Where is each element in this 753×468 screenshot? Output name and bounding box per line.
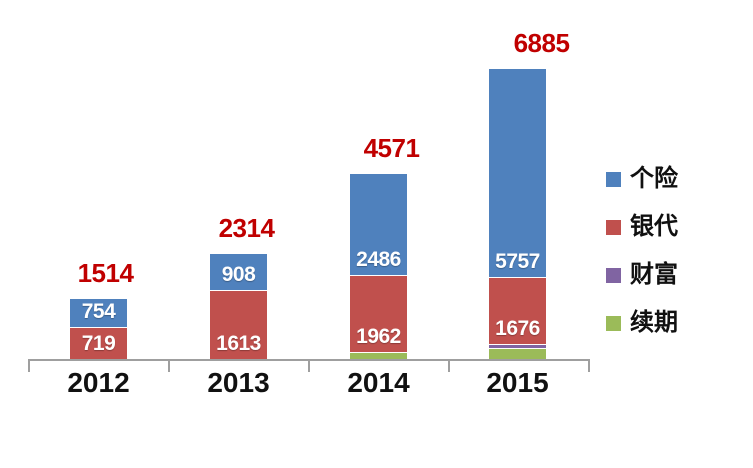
legend-swatch-icon <box>606 267 621 283</box>
legend-label: 银代 <box>630 213 678 240</box>
legend-label: 财富 <box>630 261 678 288</box>
legend-item-2: 银代 <box>606 214 678 240</box>
bar-segment-series1-2013: 908 <box>210 254 267 291</box>
x-axis-tick <box>308 359 310 372</box>
x-axis-label-2014: 2014 <box>347 367 410 398</box>
bar-2015: 5757 1676 <box>489 69 546 359</box>
segment-value-label: 1613 <box>216 332 261 355</box>
segment-value-label: 1676 <box>495 317 540 340</box>
x-axis-tick <box>448 359 450 372</box>
bar-segment-series4-2015 <box>489 349 546 359</box>
x-axis-tick <box>588 359 590 372</box>
legend-item-3: 财富 <box>606 262 678 288</box>
bar-segment-series1-2012: 754 <box>70 299 127 328</box>
legend-item-4: 续期 <box>606 310 678 336</box>
segment-value-label: 908 <box>221 263 256 286</box>
bar-segment-series1-2015: 5757 <box>489 69 546 278</box>
x-axis-label-2012: 2012 <box>67 367 130 398</box>
bar-segment-series2-2014: 1962 <box>350 276 407 353</box>
bar-segment-series4-2014 <box>350 353 407 359</box>
bar-segment-series1-2014: 2486 <box>350 174 407 276</box>
bar-2013: 908 1613 <box>210 254 267 359</box>
bar-2014: 2486 1962 <box>350 174 407 359</box>
x-axis-label-2015: 2015 <box>486 367 549 398</box>
total-label-2013: 2314 <box>218 213 275 243</box>
bar-2012: 754 719 <box>70 299 127 359</box>
bar-segment-series3-2015 <box>489 345 546 349</box>
bar-segment-series2-2013: 1613 <box>210 291 267 359</box>
legend-item-1: 个险 <box>606 166 678 192</box>
segment-value-label: 1962 <box>356 325 401 348</box>
total-label-2015: 6885 <box>513 28 570 58</box>
segment-value-label: 754 <box>81 300 116 323</box>
bar-segment-series2-2012: 719 <box>70 328 127 359</box>
legend: 个险 银代 财富 续期 <box>606 166 678 358</box>
legend-label: 个险 <box>630 165 678 192</box>
total-label-2012: 1514 <box>77 258 134 288</box>
x-axis-label-2013: 2013 <box>207 367 270 398</box>
x-axis-tick <box>168 359 170 372</box>
total-label-2014: 4571 <box>363 133 420 163</box>
segment-value-label: 5757 <box>495 250 540 273</box>
x-axis-tick <box>28 359 30 372</box>
segment-value-label: 2486 <box>356 248 401 271</box>
legend-swatch-icon <box>606 171 621 187</box>
segment-value-label: 719 <box>81 332 116 355</box>
legend-label: 续期 <box>630 309 678 336</box>
legend-swatch-icon <box>606 315 621 331</box>
legend-swatch-icon <box>606 219 621 235</box>
bar-segment-series2-2015: 1676 <box>489 278 546 345</box>
